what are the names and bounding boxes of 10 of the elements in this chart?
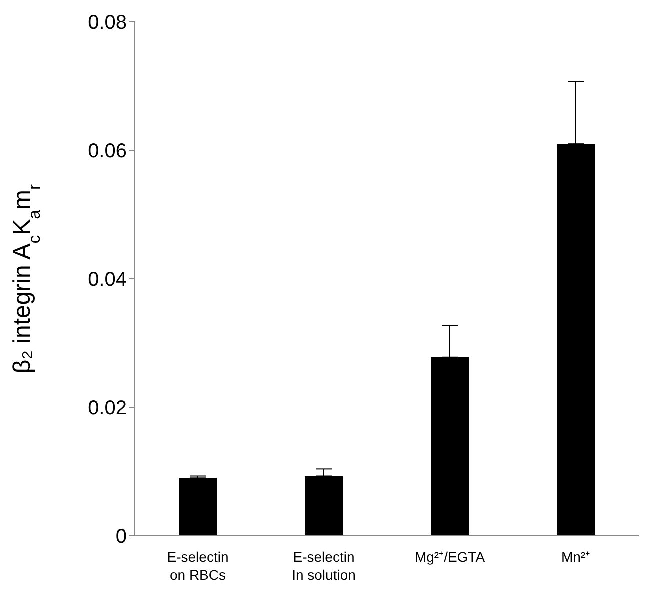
y-tick-label: 0.06 (88, 140, 127, 163)
x-tick-label: Mg²⁺/EGTA (414, 549, 486, 565)
y-tick-label: 0.08 (88, 12, 127, 34)
y-tick-label: 0.04 (88, 269, 127, 292)
y-tick-label: 0 (116, 526, 127, 548)
y-tick-label: 0.02 (88, 398, 127, 420)
x-tick-label: Mn²⁺ (561, 549, 591, 565)
bar (179, 478, 217, 536)
x-tick-label: E-selectin on RBCs (167, 549, 229, 583)
x-tick-label: E-selectin In solution (292, 549, 356, 583)
